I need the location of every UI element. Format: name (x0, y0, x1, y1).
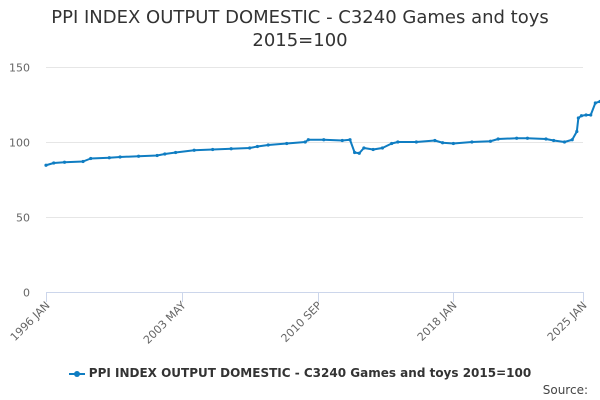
chart-title-line-2: 2015=100 (252, 30, 348, 51)
x-tick-label: 2010 SEP (279, 299, 325, 345)
data-point-14[interactable] (248, 146, 252, 150)
data-point-27[interactable] (380, 146, 384, 150)
data-point-32[interactable] (440, 141, 445, 145)
data-point-41[interactable] (562, 140, 567, 144)
y-tick-label-100: 100 (9, 137, 30, 150)
chart-title: PPI INDEX OUTPUT DOMESTIC - C3240 Games … (0, 6, 600, 52)
data-point-8[interactable] (155, 153, 159, 158)
data-point-29[interactable] (396, 140, 400, 144)
x-tick-label: 1996 JAN (8, 299, 53, 344)
data-point-30[interactable] (414, 140, 418, 144)
source-credit[interactable]: Source: (542, 383, 588, 397)
data-point-39[interactable] (544, 137, 548, 141)
data-point-1[interactable] (52, 161, 56, 165)
data-point-4[interactable] (89, 156, 93, 161)
x-tick-label: 2003 MAY (141, 299, 189, 347)
data-point-44[interactable] (576, 116, 580, 120)
chart-title-line-1: PPI INDEX OUTPUT DOMESTIC - C3240 Games … (51, 7, 549, 28)
y-tick-label-0: 0 (23, 287, 30, 300)
data-point-28[interactable] (390, 141, 394, 146)
data-point-36[interactable] (496, 137, 500, 141)
data-point-10[interactable] (174, 150, 178, 155)
data-point-38[interactable] (525, 136, 530, 140)
data-point-47[interactable] (589, 113, 593, 117)
data-point-12[interactable] (211, 147, 215, 152)
data-point-42[interactable] (570, 138, 574, 142)
data-point-25[interactable] (362, 146, 366, 150)
data-point-45[interactable] (579, 114, 584, 118)
data-point-13[interactable] (229, 147, 233, 151)
data-point-17[interactable] (285, 141, 289, 146)
data-point-16[interactable] (266, 143, 270, 147)
y-axis-labels: 0 50 100 150 (9, 62, 30, 300)
data-point-7[interactable] (136, 154, 141, 158)
legend[interactable]: PPI INDEX OUTPUT DOMESTIC - C3240 Games … (0, 366, 600, 380)
data-point-22[interactable] (348, 138, 352, 142)
data-point-46[interactable] (584, 113, 588, 117)
data-point-15[interactable] (255, 144, 260, 149)
y-tick-label-150: 150 (9, 62, 30, 75)
x-tick-label: 2018 JAN (415, 299, 460, 344)
legend-line-marker-icon (68, 369, 85, 379)
data-point-48[interactable] (593, 101, 597, 105)
data-point-33[interactable] (451, 141, 455, 146)
x-axis-labels: 1996 JAN 2003 MAY 2010 SEP 2018 JAN 2025 JAN (8, 299, 590, 347)
data-point-20[interactable] (322, 138, 326, 142)
data-point-37[interactable] (515, 136, 519, 140)
series-group (44, 96, 600, 167)
data-point-2[interactable] (62, 160, 67, 164)
data-point-43[interactable] (575, 129, 579, 134)
data-point-23[interactable] (353, 150, 357, 155)
data-point-6[interactable] (118, 155, 122, 159)
data-point-11[interactable] (192, 148, 196, 152)
data-point-0[interactable] (44, 163, 48, 167)
series-line-0[interactable] (45, 96, 600, 167)
data-point-24[interactable] (357, 151, 361, 155)
legend-label[interactable]: PPI INDEX OUTPUT DOMESTIC - C3240 Games … (88, 366, 532, 380)
x-tick-label: 2025 JAN (545, 299, 590, 344)
data-point-3[interactable] (81, 159, 85, 164)
x-axis (46, 292, 584, 302)
data-point-19[interactable] (306, 138, 310, 142)
data-point-26[interactable] (371, 147, 375, 152)
data-point-34[interactable] (470, 140, 474, 144)
data-point-31[interactable] (433, 138, 437, 143)
grid-lines (46, 67, 583, 218)
data-point-18[interactable] (303, 140, 307, 144)
data-point-9[interactable] (163, 152, 167, 156)
data-point-35[interactable] (488, 139, 493, 143)
data-point-21[interactable] (340, 138, 344, 143)
y-tick-label-50: 50 (16, 212, 30, 225)
data-point-40[interactable] (552, 138, 556, 143)
data-point-5[interactable] (107, 156, 111, 160)
